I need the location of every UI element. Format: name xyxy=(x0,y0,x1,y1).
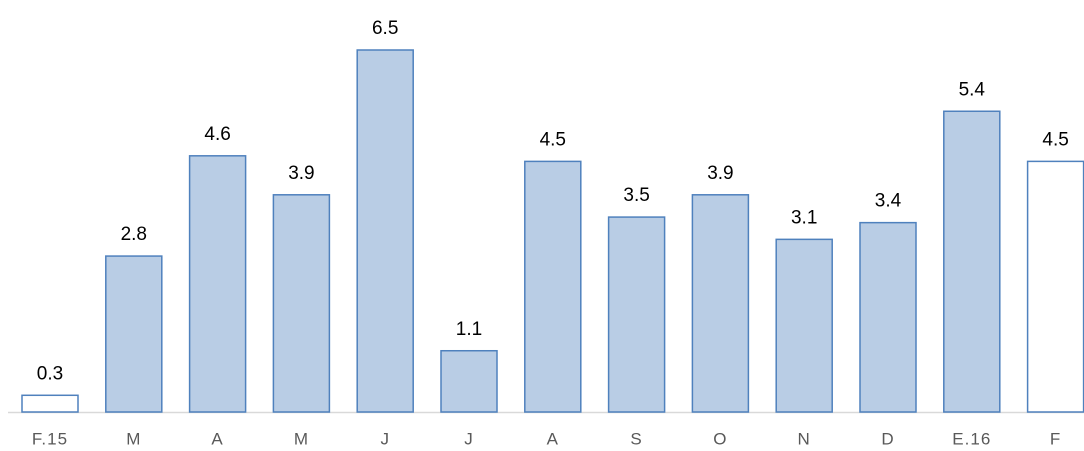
bar xyxy=(440,349,498,413)
bar xyxy=(859,221,917,413)
x-tick-label: O xyxy=(713,429,727,448)
x-tick-label: D xyxy=(881,429,894,448)
value-label: 3.4 xyxy=(875,191,902,212)
value-label: 6.5 xyxy=(372,18,398,39)
bar xyxy=(775,238,833,413)
value-label: 4.6 xyxy=(204,124,230,145)
bar xyxy=(1026,160,1084,413)
bar xyxy=(524,160,582,413)
value-label: 5.4 xyxy=(959,79,986,100)
x-tick-label: J xyxy=(464,429,474,448)
bar xyxy=(188,155,247,413)
x-tick-label: F xyxy=(1050,429,1061,448)
x-tick-label: M xyxy=(294,429,309,448)
bar xyxy=(272,194,331,413)
value-label: 3.1 xyxy=(791,207,817,228)
value-label: 1.1 xyxy=(456,319,482,340)
value-label: 0.3 xyxy=(37,363,63,384)
x-tick-label: F.15 xyxy=(32,429,68,448)
value-label: 3.5 xyxy=(623,185,649,206)
x-tick-label: A xyxy=(211,429,223,448)
value-label: 4.5 xyxy=(540,129,566,150)
value-label: 2.8 xyxy=(121,224,147,245)
x-tick-label: S xyxy=(630,429,642,448)
bar xyxy=(105,255,163,413)
value-label: 3.9 xyxy=(288,163,314,184)
value-label: 4.5 xyxy=(1042,129,1068,150)
x-tick-label: M xyxy=(126,429,141,448)
bar xyxy=(21,394,79,413)
x-tick-label: A xyxy=(547,429,559,448)
bar xyxy=(356,49,414,413)
x-tick-label: N xyxy=(798,429,811,448)
bar xyxy=(607,216,666,413)
bar xyxy=(943,110,1001,413)
bar xyxy=(691,194,750,413)
x-tick-label: J xyxy=(380,429,390,448)
value-label: 3.9 xyxy=(707,163,733,184)
x-tick-label: E.16 xyxy=(952,429,991,448)
